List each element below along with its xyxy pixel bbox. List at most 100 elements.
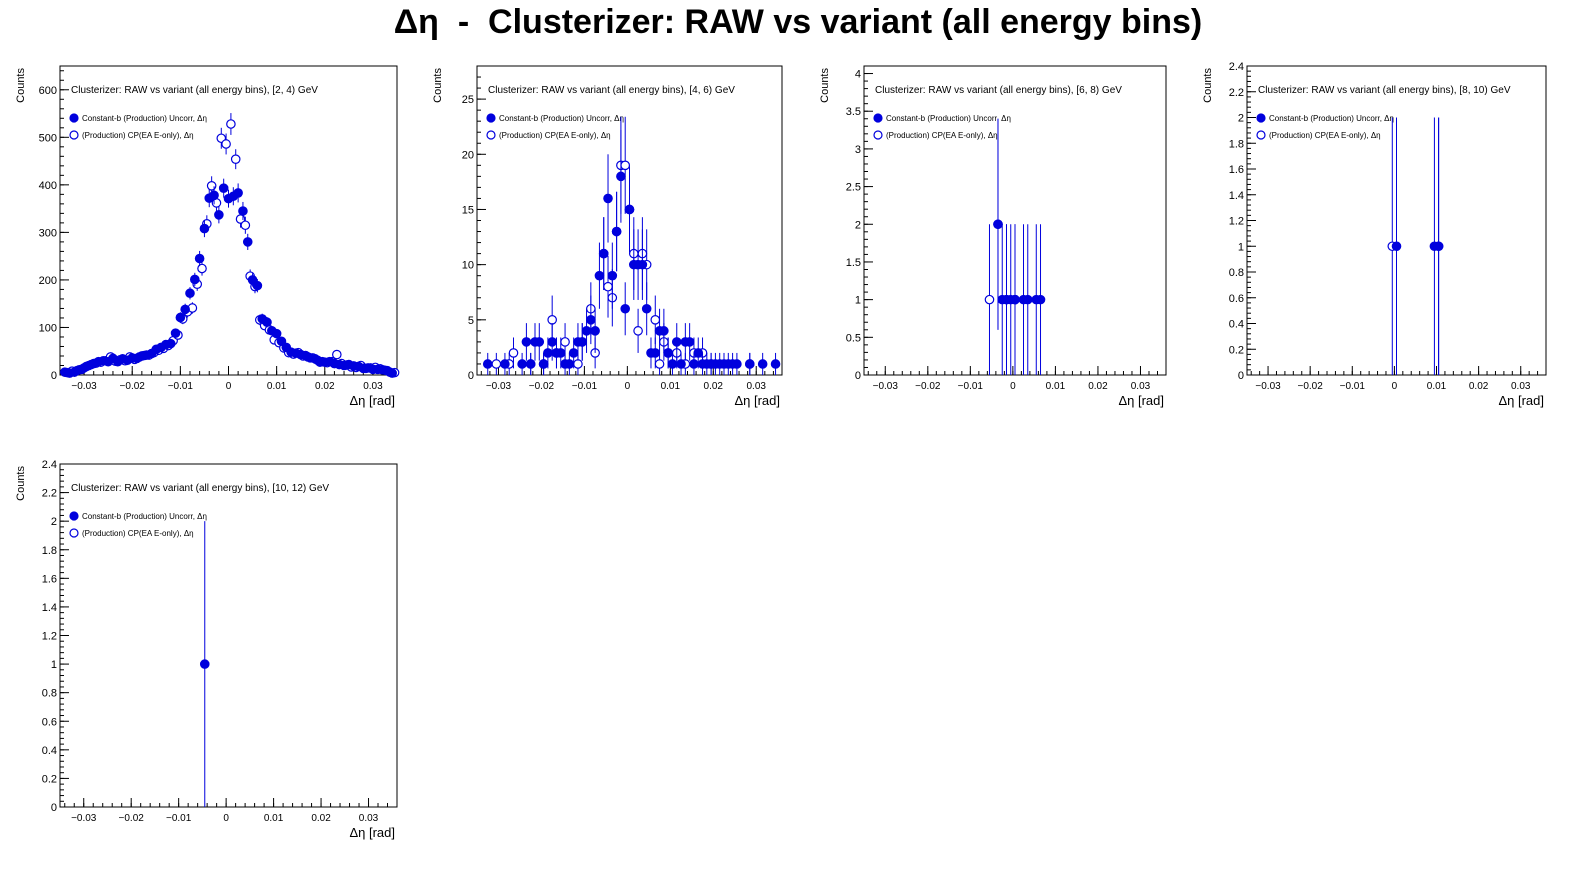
y-tick-label: 0.5 bbox=[846, 332, 861, 344]
panel-title: Clusterizer: RAW vs variant (all energy … bbox=[1258, 85, 1511, 96]
y-tick-label: 0 bbox=[1238, 370, 1244, 382]
y-axis-label: Counts bbox=[819, 68, 831, 103]
data-point bbox=[693, 348, 704, 358]
data-point bbox=[221, 139, 231, 149]
data-point bbox=[633, 326, 643, 336]
panel-title: Clusterizer: RAW vs variant (all energy … bbox=[71, 483, 329, 494]
data-point bbox=[732, 359, 742, 369]
data-point bbox=[230, 154, 241, 164]
y-tick-label: 5 bbox=[468, 315, 474, 327]
legend-marker bbox=[69, 511, 79, 521]
y-axis-label: Counts bbox=[432, 68, 444, 103]
x-tick-label: −0.01 bbox=[572, 381, 598, 392]
legend-marker bbox=[486, 130, 496, 140]
y-tick-label: 0.8 bbox=[42, 688, 57, 700]
data-point bbox=[332, 349, 342, 360]
x-tick-label: −0.01 bbox=[1340, 381, 1366, 392]
data-point bbox=[744, 359, 755, 369]
x-tick-label: 0 bbox=[625, 381, 631, 392]
plot-frame bbox=[59, 65, 398, 376]
y-tick-label: 0.8 bbox=[1229, 267, 1244, 279]
data-point bbox=[226, 119, 236, 129]
data-point bbox=[209, 190, 219, 201]
x-tick-label: 0.01 bbox=[661, 381, 681, 392]
x-axis-label: Δη [rad] bbox=[1118, 393, 1164, 408]
data-point bbox=[757, 359, 768, 369]
x-tick-label: −0.03 bbox=[486, 381, 512, 392]
y-tick-label: 3.5 bbox=[846, 106, 861, 118]
y-tick-label: 0.4 bbox=[42, 745, 57, 757]
legend-marker bbox=[873, 130, 883, 140]
data-point bbox=[650, 315, 661, 325]
data-point bbox=[586, 315, 596, 325]
y-tick-label: 2 bbox=[51, 516, 57, 528]
y-tick-label: 1 bbox=[1238, 241, 1244, 253]
x-tick-label: −0.03 bbox=[873, 381, 899, 392]
y-tick-label: 400 bbox=[39, 180, 57, 192]
data-point bbox=[199, 659, 210, 669]
x-tick-label: −0.02 bbox=[119, 813, 145, 824]
y-tick-label: 1.5 bbox=[846, 257, 861, 269]
y-tick-label: 1.6 bbox=[42, 573, 57, 585]
y-tick-label: 100 bbox=[39, 322, 57, 334]
data-point bbox=[194, 253, 205, 264]
x-tick-label: 0 bbox=[223, 813, 229, 824]
panel-1: −0.03 −0.02 −0.01 0 0.01 0.02 0.03 0 100 200 300 40… bbox=[15, 65, 400, 408]
legend-entry: (Production) CP(EA E-only), Δη bbox=[499, 131, 611, 140]
y-tick-label: 1.2 bbox=[1229, 216, 1244, 228]
data-point bbox=[218, 183, 229, 193]
data-point bbox=[534, 337, 545, 347]
x-tick-label: 0.02 bbox=[1469, 381, 1489, 392]
legend-marker bbox=[69, 130, 79, 140]
data-point bbox=[603, 281, 613, 292]
y-tick-label: 4 bbox=[855, 69, 861, 81]
data-point bbox=[543, 348, 553, 358]
data-point bbox=[500, 359, 510, 369]
data-point bbox=[547, 337, 557, 347]
data-point bbox=[538, 359, 549, 369]
panel-5: −0.03 −0.02 −0.01 0 0.01 0.02 0.03 0 0.2 0.4 0.6 0.… bbox=[15, 459, 398, 840]
y-tick-label: 0 bbox=[468, 370, 474, 382]
data-point bbox=[650, 348, 661, 358]
x-tick-label: −0.03 bbox=[1255, 381, 1281, 392]
y-tick-label: 2.2 bbox=[42, 488, 57, 500]
x-tick-label: −0.01 bbox=[958, 381, 984, 392]
data-point bbox=[624, 204, 635, 215]
data-point bbox=[214, 209, 224, 220]
legend-marker bbox=[1256, 130, 1266, 140]
data-point bbox=[180, 304, 190, 315]
data-point bbox=[1433, 241, 1444, 252]
legend-entry: (Production) CP(EA E-only), Δη bbox=[886, 131, 998, 140]
y-tick-label: 500 bbox=[39, 132, 57, 144]
data-point bbox=[603, 193, 613, 204]
y-axis-label: Counts bbox=[15, 68, 27, 103]
data-point bbox=[993, 219, 1003, 230]
y-tick-label: 0 bbox=[51, 802, 57, 814]
data-point bbox=[271, 328, 282, 339]
y-tick-label: 2.5 bbox=[846, 182, 861, 194]
data-point bbox=[240, 220, 251, 231]
legend-entry: Constant-b (Production) Uncorr, Δη bbox=[1269, 114, 1394, 123]
y-tick-label: 0.4 bbox=[1229, 319, 1244, 331]
data-point bbox=[525, 359, 536, 369]
y-axis-label: Counts bbox=[15, 466, 27, 501]
data-point bbox=[560, 337, 570, 347]
y-tick-label: 2.4 bbox=[1229, 61, 1244, 73]
y-tick-label: 10 bbox=[462, 260, 474, 272]
legend-entry: Constant-b (Production) Uncorr, Δη bbox=[82, 512, 207, 521]
data-point bbox=[185, 288, 195, 299]
y-tick-label: 1.2 bbox=[42, 631, 57, 643]
data-point bbox=[276, 336, 287, 347]
data-point bbox=[206, 180, 217, 191]
y-tick-label: 1.6 bbox=[1229, 164, 1244, 176]
panel-title: Clusterizer: RAW vs variant (all energy … bbox=[875, 85, 1122, 96]
x-tick-label: 0.01 bbox=[1046, 381, 1066, 392]
data-point bbox=[242, 237, 253, 247]
x-axis-label: Δη [rad] bbox=[1498, 393, 1544, 408]
legend-entry: Constant-b (Production) Uncorr, Δη bbox=[82, 114, 207, 123]
data-point bbox=[1010, 294, 1020, 305]
x-axis-label: Δη [rad] bbox=[349, 393, 395, 408]
y-tick-label: 0.6 bbox=[42, 716, 57, 728]
y-tick-label: 600 bbox=[39, 85, 57, 97]
y-tick-label: 1.8 bbox=[42, 545, 57, 557]
